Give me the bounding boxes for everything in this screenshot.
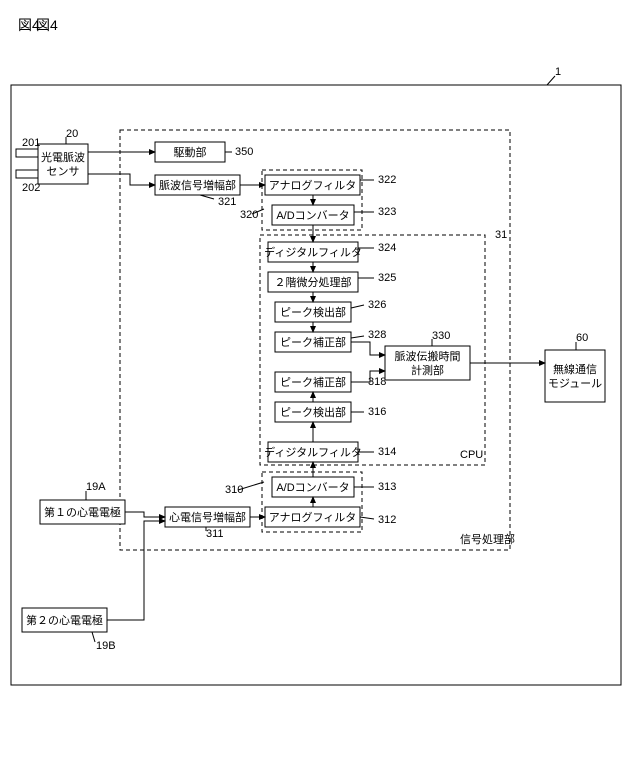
svg-text:ディジタルフィルタ: ディジタルフィルタ [264,445,362,459]
svg-text:325: 325 [378,272,396,284]
svg-text:31: 31 [495,229,507,241]
svg-text:312: 312 [378,514,396,526]
figure-title: 図4 [18,17,40,33]
svg-text:350: 350 [235,146,253,158]
svg-text:313: 313 [378,481,396,493]
svg-text:光電脈波: 光電脈波 [41,150,85,164]
svg-text:第２の心電電極: 第２の心電電極 [26,613,103,627]
svg-text:無線通信: 無線通信 [553,362,597,376]
svg-text:２階微分処理部: ２階微分処理部 [275,275,352,289]
svg-text:311: 311 [206,528,224,540]
svg-text:202: 202 [22,182,40,194]
sig-proc-label: 信号処理部 [460,532,515,546]
svg-text:1: 1 [555,66,561,78]
svg-text:ディジタルフィルタ: ディジタルフィルタ [264,245,362,259]
svg-text:314: 314 [378,446,396,458]
svg-text:320: 320 [240,209,258,221]
svg-text:20: 20 [66,128,78,140]
svg-text:324: 324 [378,242,396,254]
svg-text:モジュール: モジュール [548,378,602,390]
svg-text:脈波伝搬時間: 脈波伝搬時間 [395,349,461,363]
svg-text:ピーク補正部: ピーク補正部 [280,335,346,349]
svg-text:A/Dコンバータ: A/Dコンバータ [276,481,349,494]
svg-text:19B: 19B [96,640,116,652]
svg-text:ピーク補正部: ピーク補正部 [280,375,346,389]
svg-text:321: 321 [218,196,236,208]
svg-text:310: 310 [225,484,243,496]
svg-text:アナログフィルタ: アナログフィルタ [269,510,357,524]
svg-text:19A: 19A [86,481,106,493]
svg-text:第１の心電電極: 第１の心電電極 [44,505,121,519]
svg-text:323: 323 [378,206,396,218]
svg-text:センサ: センサ [47,165,80,178]
svg-text:326: 326 [368,299,386,311]
svg-text:322: 322 [378,174,396,186]
svg-text:316: 316 [368,406,386,418]
svg-text:心電信号増幅部: 心電信号増幅部 [169,510,246,524]
svg-text:328: 328 [368,329,386,341]
svg-text:ピーク検出部: ピーク検出部 [280,405,346,419]
svg-text:318: 318 [368,376,386,388]
svg-text:計測部: 計測部 [411,363,444,377]
svg-text:A/Dコンバータ: A/Dコンバータ [276,209,349,222]
svg-text:201: 201 [22,137,40,149]
svg-text:駆動部: 駆動部 [174,145,207,159]
svg-text:CPU: CPU [460,449,483,461]
svg-text:アナログフィルタ: アナログフィルタ [269,178,357,192]
svg-text:ピーク検出部: ピーク検出部 [280,305,346,319]
svg-text:60: 60 [576,332,588,344]
svg-text:330: 330 [432,330,450,342]
svg-text:脈波信号増幅部: 脈波信号増幅部 [159,178,236,192]
